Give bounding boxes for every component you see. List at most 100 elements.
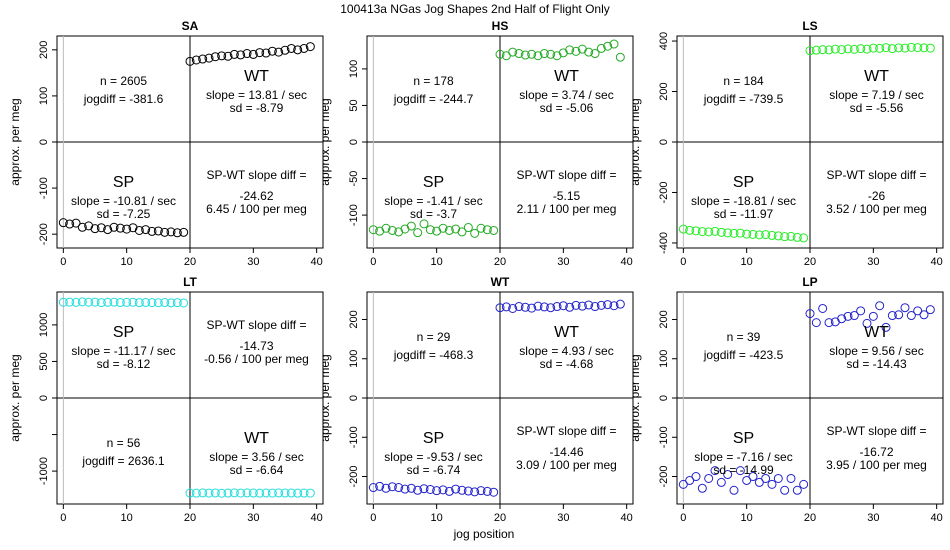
data-point — [394, 483, 404, 493]
y-tick-label: 0 — [658, 139, 670, 145]
annotation-slope: slope = 7.19 / sec — [829, 88, 923, 102]
annotation-per-meg: 6.45 / 100 per meg — [206, 202, 307, 216]
panel-title: LP — [802, 275, 817, 289]
data-point — [615, 299, 625, 309]
data-point — [419, 484, 429, 494]
data-point — [381, 223, 391, 233]
data-point — [172, 298, 182, 308]
data-point — [508, 303, 518, 313]
data-point — [147, 226, 157, 236]
data-point — [476, 223, 486, 233]
x-axis-label: jog position — [453, 527, 515, 541]
data-point — [166, 298, 176, 308]
data-point — [678, 224, 688, 234]
y-tick-label: -200 — [38, 223, 50, 245]
x-tick-label: 0 — [60, 512, 66, 524]
y-tick-label: 0 — [38, 139, 50, 145]
data-point — [280, 45, 290, 55]
data-point — [609, 301, 619, 311]
data-point — [843, 44, 853, 54]
annotation-slope-diff-label: SP-WT slope diff = — [207, 168, 307, 182]
data-point — [729, 485, 739, 495]
data-point — [147, 298, 157, 308]
data-point — [805, 46, 815, 56]
annotation-sd: sd = -7.25 — [97, 207, 151, 221]
data-point — [527, 303, 537, 313]
data-point — [141, 225, 151, 235]
data-point — [837, 314, 847, 324]
data-point — [925, 305, 935, 315]
data-point — [767, 479, 777, 489]
data-point — [470, 228, 480, 238]
data-point — [685, 475, 695, 485]
data-point — [761, 230, 771, 240]
y-tick-label: -200 — [658, 181, 670, 203]
data-point — [128, 297, 138, 307]
data-point — [849, 44, 859, 54]
data-point — [818, 303, 828, 313]
data-point — [710, 226, 720, 236]
data-point — [71, 218, 81, 228]
data-point — [179, 227, 189, 237]
data-point — [191, 55, 201, 65]
data-point — [286, 43, 296, 53]
y-axis-label: approx. per meg — [628, 98, 642, 185]
data-point — [571, 46, 581, 56]
x-tick-label: 40 — [621, 256, 633, 268]
annotation-group-name: WT — [244, 430, 269, 447]
data-point — [546, 303, 556, 313]
annotation-group-name: WT — [554, 68, 579, 85]
x-tick-label: 30 — [557, 256, 569, 268]
x-tick-label: 10 — [121, 256, 133, 268]
data-point — [274, 47, 284, 57]
annotation-n: n = 2605 — [100, 74, 147, 88]
data-point — [261, 488, 271, 498]
data-point — [58, 218, 68, 228]
data-point — [444, 486, 454, 496]
data-point — [875, 301, 885, 311]
data-point — [786, 231, 796, 241]
x-tick-label: 40 — [621, 512, 633, 524]
data-point — [520, 302, 530, 312]
annotation-jogdiff: jogdiff = -244.7 — [393, 92, 474, 106]
annotation-sd: sd = -3.7 — [410, 207, 457, 221]
data-point — [267, 488, 277, 498]
data-point — [185, 488, 195, 498]
data-point — [925, 43, 935, 53]
data-point — [305, 42, 315, 52]
x-tick-label: 40 — [931, 256, 943, 268]
data-point — [748, 472, 758, 482]
data-point — [444, 225, 454, 235]
data-point — [577, 301, 587, 311]
data-point — [565, 302, 575, 312]
x-tick-label: 40 — [311, 256, 323, 268]
data-point — [691, 472, 701, 482]
data-point — [546, 49, 556, 59]
data-point — [406, 483, 416, 493]
data-point — [90, 224, 100, 234]
data-point — [242, 488, 252, 498]
annotation-slope: slope = 3.56 / sec — [209, 450, 303, 464]
panel-lp: LP approx. per meg 0 10 20 30 40 -200 -100 0 100 20… — [628, 275, 944, 524]
data-point — [84, 221, 94, 231]
x-tick-label: 40 — [931, 512, 943, 524]
y-tick-label: 1000 — [38, 313, 50, 337]
data-point — [179, 298, 189, 308]
annotation-per-meg: 3.52 / 100 per meg — [826, 202, 927, 216]
data-point — [198, 54, 208, 64]
annotation-jogdiff: jogdiff = -423.5 — [703, 348, 784, 362]
y-tick-label: 500 — [38, 352, 50, 370]
data-point — [527, 49, 537, 59]
data-point — [286, 488, 296, 498]
y-tick-label: 100 — [38, 87, 50, 105]
data-point — [299, 488, 309, 498]
y-axis-label: approx. per meg — [318, 354, 332, 441]
data-point — [887, 44, 897, 54]
y-tick-label: 100 — [348, 350, 360, 368]
annotation-sd: sd = -14.99 — [713, 463, 774, 477]
y-tick-label: -100 — [38, 177, 50, 199]
annotation-sd: sd = -5.06 — [540, 101, 594, 115]
data-point — [267, 46, 277, 56]
x-tick-label: 10 — [431, 512, 443, 524]
